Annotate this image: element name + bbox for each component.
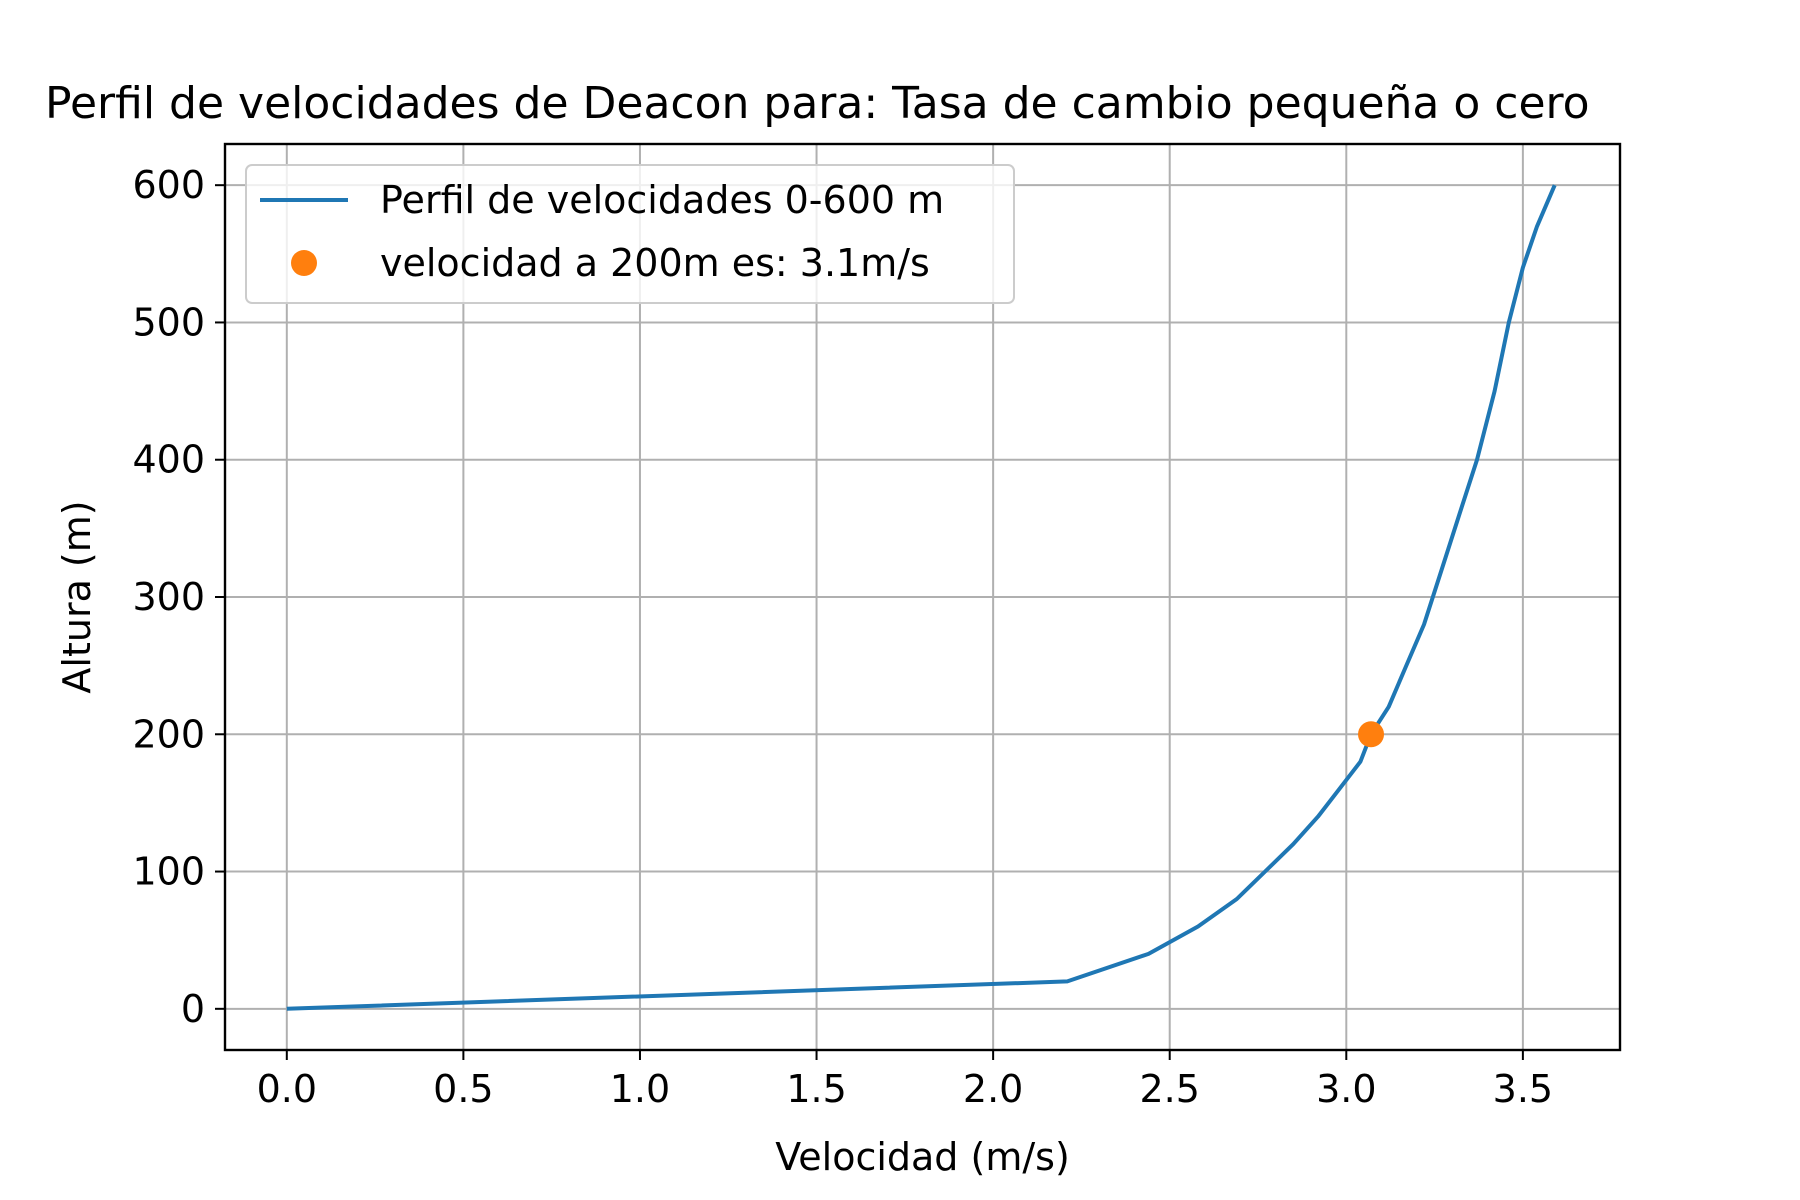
y-tick-label: 300: [132, 575, 205, 619]
series-line-0: [286, 184, 1557, 1011]
x-tick-label: 3.0: [1316, 1067, 1376, 1111]
legend-label: velocidad a 200m es: 3.1m/s: [380, 241, 930, 285]
y-tick-label: 200: [132, 712, 205, 756]
legend: Perfil de velocidades 0-600 m velocidad a…: [245, 164, 1015, 304]
legend-marker-swatch: [291, 250, 317, 276]
y-tick-label: 400: [132, 438, 205, 482]
y-axis-label: Altura (m): [55, 500, 99, 693]
y-tick-label: 500: [132, 300, 205, 344]
y-tick-label: 100: [132, 850, 205, 894]
x-tick-label: 0.0: [257, 1067, 317, 1111]
legend-box: [245, 164, 1015, 304]
y-tick-label: 0: [181, 987, 205, 1031]
x-axis-label: Velocidad (m/s): [775, 1135, 1070, 1179]
chart-title: Perfil de velocidades de Deacon para: Ta…: [45, 78, 1590, 129]
y-tick-label: 600: [132, 163, 205, 207]
x-tick-label: 3.5: [1493, 1067, 1553, 1111]
x-tick-label: 1.5: [786, 1067, 846, 1111]
series-point-1: [1358, 721, 1385, 748]
x-tick-label: 0.5: [433, 1067, 493, 1111]
x-tick-label: 1.0: [610, 1067, 670, 1111]
plot-series: [286, 184, 1557, 1011]
legend-label: Perfil de velocidades 0-600 m: [380, 178, 944, 222]
x-tick-label: 2.5: [1139, 1067, 1199, 1111]
axis-ticks: 0.0 0.5 1.0 1.5 2.0 2.5 3.0 3.5 0 100 200 300 400 500…: [132, 163, 1553, 1111]
x-tick-label: 2.0: [963, 1067, 1023, 1111]
